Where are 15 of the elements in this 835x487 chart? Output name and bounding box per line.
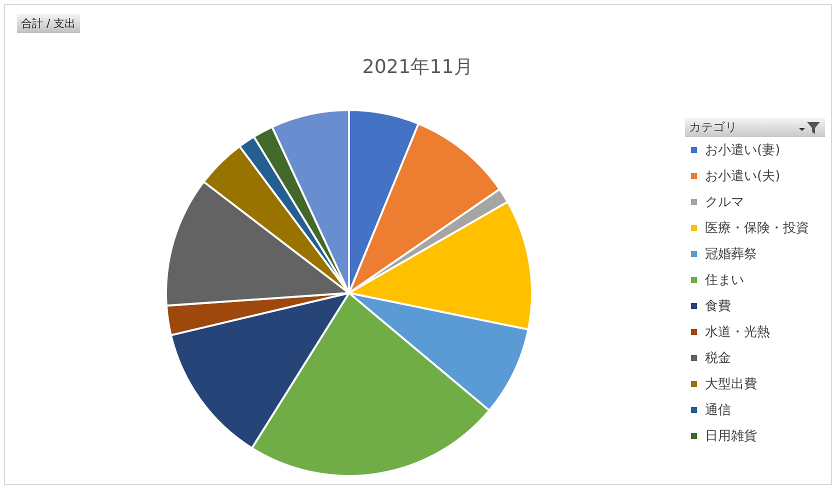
legend-label: 日用雑貨 — [705, 428, 757, 445]
legend-label: 医療・保険・投資 — [705, 220, 809, 237]
legend-label: 食費 — [705, 298, 731, 315]
text: 合計 / 支出 — [17, 14, 80, 33]
legend-label: 水道・光熱 — [705, 324, 770, 341]
legend-label: 大型出費 — [705, 376, 757, 393]
legend-label: 冠婚葬祭 — [705, 246, 757, 263]
legend-label: お小遣い(妻) — [705, 142, 780, 159]
legend-label: クルマ — [705, 194, 744, 211]
legend-label: 税金 — [705, 350, 731, 367]
legend-title: カテゴリ — [689, 119, 737, 136]
chart-title: 2021年11月 — [361, 55, 474, 80]
legend-label: お小遣い(夫) — [705, 168, 780, 185]
legend-label: 住まい — [705, 272, 744, 289]
legend-label: 通信 — [705, 402, 731, 419]
